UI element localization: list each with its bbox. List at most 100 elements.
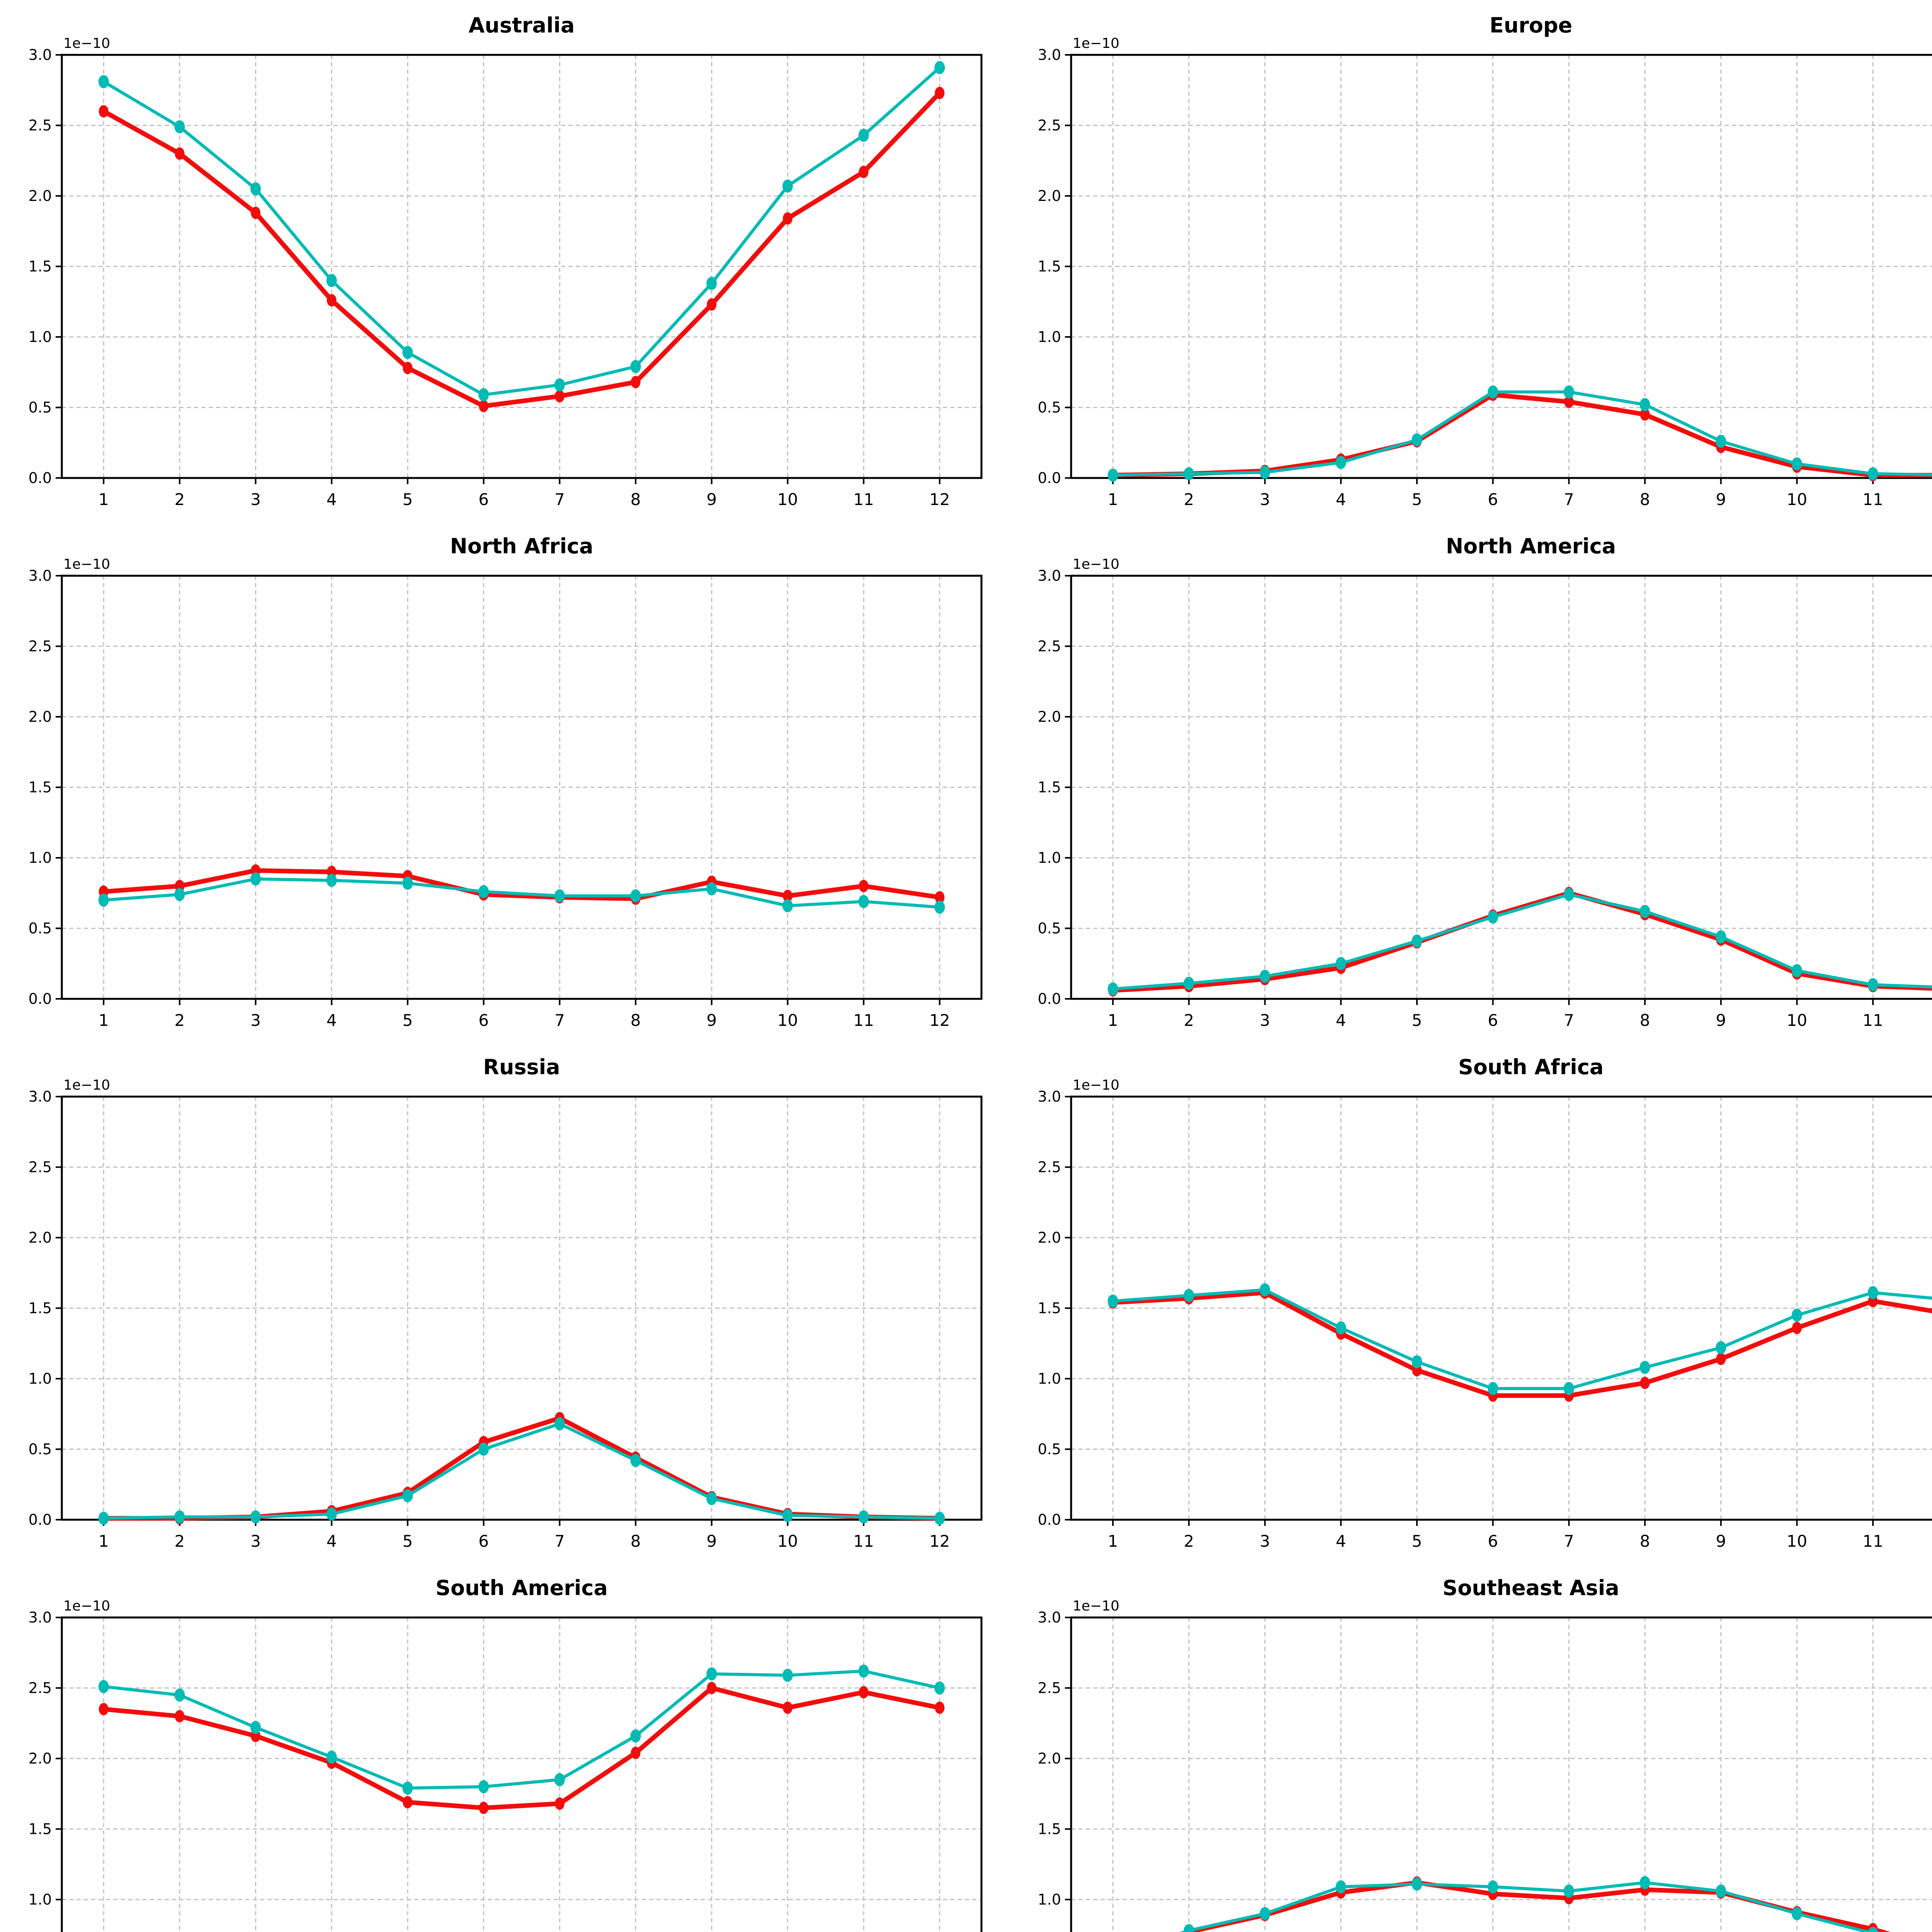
- chart-title: North Africa: [450, 534, 594, 558]
- y-tick-label: 2.5: [1038, 1680, 1061, 1697]
- data-point-marker: [1639, 1876, 1650, 1889]
- data-point-marker: [326, 274, 337, 287]
- x-tick-label: 5: [403, 1532, 413, 1551]
- y-tick-label: 2.0: [1038, 187, 1061, 204]
- x-tick-label: 4: [1336, 1011, 1346, 1030]
- data-point-marker: [706, 1492, 717, 1505]
- y-tick-label: 3.0: [1038, 46, 1061, 63]
- x-tick-label: 1: [99, 490, 109, 509]
- series-reference-era5: [1108, 388, 1932, 481]
- data-point-marker: [1488, 1382, 1498, 1395]
- y-tick-label: 3.0: [29, 1609, 52, 1626]
- data-point-marker: [1791, 964, 1802, 977]
- data-point-marker: [1107, 1294, 1118, 1308]
- data-point-marker: [1639, 398, 1650, 412]
- data-point-marker: [1716, 435, 1726, 448]
- chart-panel-europe: Europe 1e−10 0.0 0.5 1.0 1.5 2.0 2.5 3.0 1 2 3 4 5 6 7 8…: [1013, 5, 1932, 526]
- data-point-marker: [782, 1668, 793, 1682]
- x-tick-label: 1: [1108, 490, 1118, 509]
- data-point-marker: [1867, 1286, 1878, 1299]
- data-point-marker: [858, 1510, 869, 1524]
- y-axis-offset-label: 1e−10: [63, 1598, 110, 1614]
- data-point-marker: [934, 61, 945, 74]
- data-point-marker: [175, 147, 185, 160]
- x-tick-label: 1: [1108, 1532, 1118, 1551]
- y-tick-label: 1.5: [29, 258, 52, 275]
- data-point-marker: [706, 882, 717, 896]
- data-point-marker: [935, 87, 945, 99]
- y-tick-label: 2.0: [1038, 1750, 1061, 1767]
- plot-spines: [1070, 54, 1932, 479]
- x-tick-label: 11: [1862, 490, 1883, 509]
- data-point-marker: [1488, 910, 1498, 924]
- x-tick-label: 2: [1184, 1011, 1194, 1030]
- data-point-marker: [858, 895, 869, 908]
- x-tick-label: 9: [706, 490, 717, 509]
- y-tick-label: 1.0: [1038, 328, 1061, 345]
- data-point-marker: [1640, 1376, 1650, 1389]
- data-point-marker: [1260, 1283, 1270, 1297]
- data-point-marker: [1412, 433, 1422, 447]
- y-tick-label: 3.0: [1038, 1609, 1061, 1626]
- x-tick-label: 2: [175, 1532, 185, 1551]
- data-point-marker: [858, 129, 869, 142]
- data-point-marker: [1792, 1321, 1802, 1334]
- y-tick-label: 3.0: [1038, 567, 1061, 584]
- x-tick-label: 6: [1488, 1011, 1498, 1030]
- y-tick-label: 2.0: [29, 1750, 52, 1767]
- data-point-marker: [859, 165, 869, 178]
- x-tick-label: 1: [99, 1011, 109, 1030]
- plot-spines: [1070, 1616, 1932, 1932]
- y-tick-label: 2.5: [1038, 117, 1061, 134]
- x-tick-label: 8: [1640, 1532, 1650, 1551]
- x-tick-label: 10: [777, 490, 798, 509]
- data-point-marker: [327, 294, 337, 307]
- y-tick-label: 0.0: [29, 1511, 52, 1528]
- series-line: [103, 1685, 940, 1810]
- chart-title: South Africa: [1458, 1055, 1604, 1079]
- chart-panel-north-america: North America 1e−10 0.0 0.5 1.0 1.5 2.0 2.5 3.0 1…: [1013, 526, 1932, 1046]
- y-axis-offset-label: 1e−10: [1073, 1598, 1119, 1614]
- y-tick-label: 2.0: [1038, 1229, 1061, 1246]
- data-point-marker: [251, 206, 261, 219]
- data-point-marker: [174, 1688, 185, 1702]
- y-tick-label: 1.5: [1038, 258, 1061, 275]
- data-point-marker: [175, 1710, 185, 1723]
- series-s1-merra: [98, 1417, 945, 1525]
- data-point-marker: [250, 872, 261, 886]
- series-s1-merra: [1107, 888, 1932, 996]
- x-tick-label: 12: [929, 490, 950, 509]
- y-tick-label: 3.0: [29, 567, 52, 584]
- y-tick-label: 2.5: [1038, 1159, 1061, 1176]
- x-tick-label: 6: [478, 1011, 489, 1030]
- series-reference-era5: [1108, 1286, 1932, 1402]
- x-tick-label: 4: [1336, 490, 1346, 509]
- x-tick-label: 5: [1412, 490, 1422, 509]
- x-tick-label: 3: [250, 1532, 261, 1551]
- data-point-marker: [98, 75, 109, 88]
- data-point-marker: [934, 900, 945, 914]
- gridlines: [62, 1097, 981, 1520]
- series-line: [1180, 1881, 1874, 1932]
- x-tick-label: 10: [777, 1532, 798, 1551]
- series-s1-merra: [1107, 385, 1932, 482]
- chart-panel-russia: Russia 1e−10 0.0 0.5 1.0 1.5 2.0 2.5 3.0 1 2 3 4 5 6 7 8…: [4, 1046, 1013, 1567]
- data-point-marker: [935, 891, 945, 904]
- data-point-marker: [1184, 1924, 1194, 1932]
- series-s1-merra: [1180, 1876, 1878, 1932]
- data-point-marker: [1335, 456, 1346, 469]
- data-point-marker: [402, 346, 413, 359]
- data-point-marker: [554, 889, 565, 903]
- data-point-marker: [174, 1510, 185, 1524]
- data-point-marker: [403, 362, 413, 374]
- x-tick-label: 3: [1260, 490, 1270, 509]
- x-tick-label: 6: [478, 490, 489, 509]
- x-tick-label: 6: [478, 1532, 489, 1551]
- chart-grid: Australia 1e−10 0.0 0.5 1.0 1.5 2.0 2.5 3.0 1 2 3 4 5…: [4, 5, 1932, 1932]
- data-point-marker: [99, 1703, 109, 1716]
- gridlines: [62, 55, 981, 478]
- data-point-marker: [631, 376, 641, 388]
- data-point-marker: [706, 1667, 717, 1680]
